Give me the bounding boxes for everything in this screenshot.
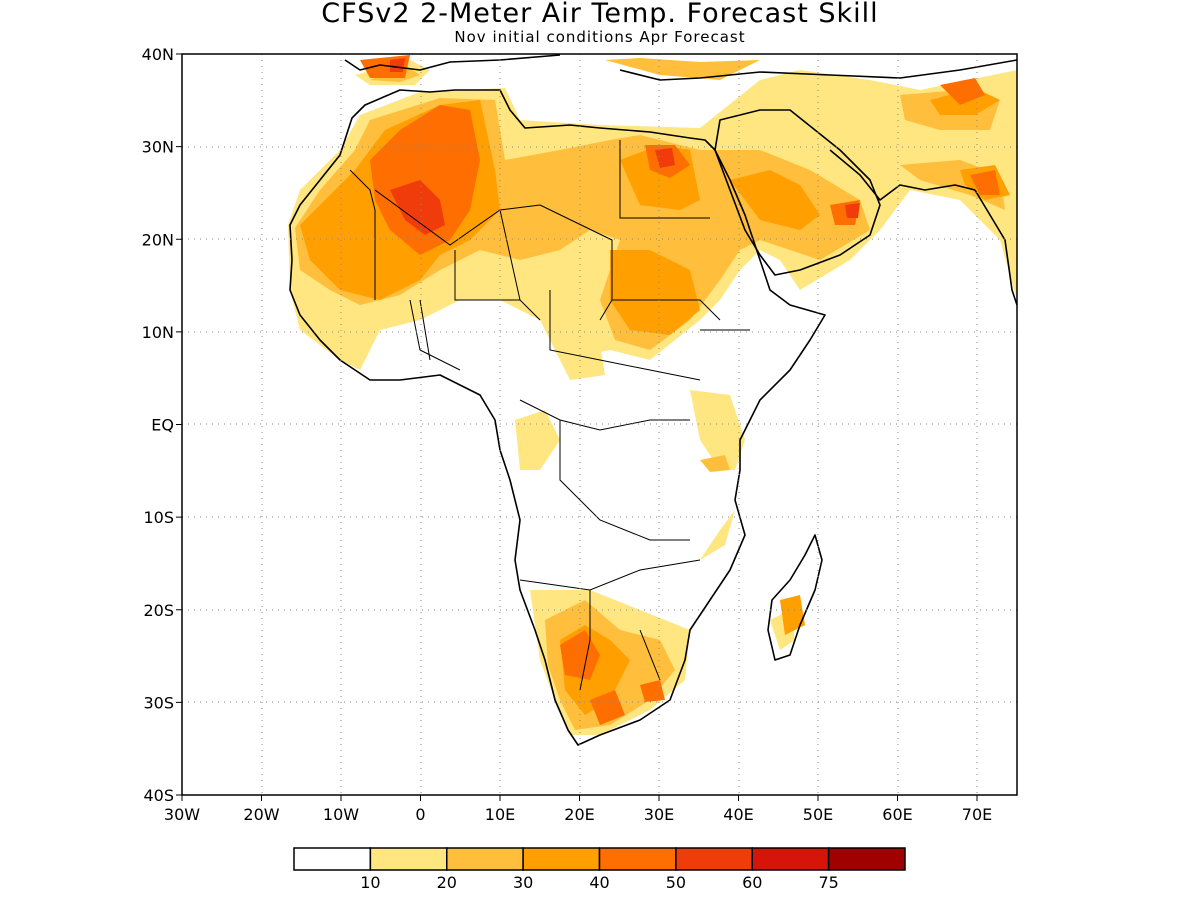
lon-label: 10E	[485, 805, 515, 824]
madagascar-coastline	[767, 534, 823, 661]
lat-label: 10N	[142, 323, 174, 342]
persian-gulf-coast	[829, 149, 976, 201]
legend-label: 50	[666, 873, 686, 892]
legend-swatch	[598, 847, 677, 871]
arabia-coastline	[714, 109, 881, 276]
color-legend: 10 20 30 40 50 60 75	[293, 847, 906, 892]
lon-label: 20W	[243, 805, 279, 824]
legend-swatch	[675, 847, 753, 871]
lat-label: 10S	[143, 508, 174, 527]
legend-swatch	[827, 847, 906, 871]
chart-subtitle: Nov initial conditions Apr Forecast	[454, 28, 746, 46]
legend-swatch	[369, 847, 448, 871]
longitude-labels: 30W 20W 10W 0 10E 20E 30E 40E 50E 60E 70E	[164, 795, 992, 824]
legend-label: 10	[360, 873, 380, 892]
lon-label: 20E	[564, 805, 594, 824]
africa-coastline	[289, 89, 826, 746]
lon-label: 30E	[644, 805, 674, 824]
lon-label: 10W	[323, 805, 359, 824]
lon-label: 50E	[803, 805, 833, 824]
lon-label: 0	[415, 805, 425, 824]
lat-label: 40N	[142, 45, 174, 64]
legend-label: 75	[818, 873, 838, 892]
lon-label: 30W	[164, 805, 200, 824]
legend-label: 30	[513, 873, 533, 892]
lon-label: 60E	[882, 805, 912, 824]
chart-title: CFSv2 2-Meter Air Temp. Forecast Skill	[321, 0, 879, 29]
lat-label: 40S	[143, 786, 174, 805]
legend-swatch	[446, 847, 524, 871]
legend-label: 60	[742, 873, 762, 892]
latitude-labels: 40N 30N 20N 10N EQ 10S 20S 30S 40S	[142, 45, 182, 805]
india-coastline	[974, 189, 1017, 306]
lat-label: 20N	[142, 230, 174, 249]
lat-label: 30S	[143, 693, 174, 712]
lon-label: 40E	[723, 805, 753, 824]
lon-label: 70E	[962, 805, 992, 824]
country-borders	[349, 140, 750, 691]
legend-label: 20	[437, 873, 457, 892]
lat-label: 30N	[142, 138, 174, 157]
legend-swatch	[293, 847, 372, 871]
legend-label: 40	[589, 873, 609, 892]
lat-label: EQ	[151, 416, 174, 435]
legend-swatch	[751, 847, 830, 871]
legend-swatch	[522, 847, 601, 871]
skill-shading-layer	[288, 55, 1017, 735]
lat-label: 20S	[143, 601, 174, 620]
skill-band-50-60	[390, 58, 860, 235]
